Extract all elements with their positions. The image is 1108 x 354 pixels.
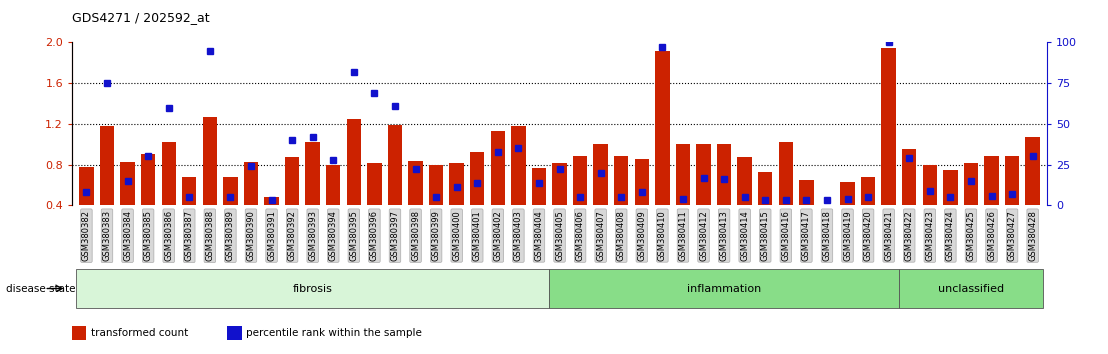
Bar xyxy=(429,165,443,205)
Bar xyxy=(882,47,896,205)
Bar xyxy=(265,197,279,205)
Bar xyxy=(676,144,690,205)
Text: unclassified: unclassified xyxy=(937,284,1004,293)
Bar xyxy=(984,156,998,205)
Text: inflammation: inflammation xyxy=(687,284,761,293)
Bar xyxy=(779,142,793,205)
Bar xyxy=(223,177,237,205)
Bar xyxy=(409,161,423,205)
Bar xyxy=(964,162,978,205)
Bar xyxy=(635,159,649,205)
Bar xyxy=(470,152,484,205)
Bar xyxy=(511,126,525,205)
Bar xyxy=(899,269,1043,308)
Text: disease state: disease state xyxy=(6,284,75,293)
Bar xyxy=(717,144,731,205)
Bar xyxy=(367,162,381,205)
Bar xyxy=(227,326,242,340)
Text: transformed count: transformed count xyxy=(91,328,188,338)
Bar xyxy=(573,156,587,205)
Bar xyxy=(121,161,135,205)
Text: percentile rank within the sample: percentile rank within the sample xyxy=(246,328,422,338)
Bar xyxy=(306,142,320,205)
Bar xyxy=(820,205,834,207)
Bar xyxy=(1005,156,1019,205)
Bar xyxy=(655,51,669,205)
Bar xyxy=(347,119,361,205)
Bar xyxy=(799,180,813,205)
Bar xyxy=(450,162,464,205)
Bar xyxy=(182,177,196,205)
Bar xyxy=(79,167,93,205)
Bar xyxy=(72,326,86,340)
Text: fibrosis: fibrosis xyxy=(293,284,332,293)
Bar xyxy=(491,131,505,205)
Bar xyxy=(100,126,114,205)
Bar xyxy=(553,162,566,205)
Bar xyxy=(840,182,854,205)
Bar xyxy=(614,156,628,205)
Bar xyxy=(285,158,299,205)
Bar xyxy=(244,161,258,205)
Bar xyxy=(758,172,772,205)
Bar xyxy=(861,177,875,205)
Bar xyxy=(738,158,752,205)
Bar xyxy=(326,165,340,205)
Bar xyxy=(594,144,608,205)
Bar xyxy=(162,142,176,205)
Bar xyxy=(141,154,155,205)
Bar xyxy=(923,165,937,205)
Bar xyxy=(388,125,402,205)
Bar xyxy=(696,144,710,205)
Bar xyxy=(1026,137,1040,205)
Bar xyxy=(943,170,957,205)
Text: GDS4271 / 202592_at: GDS4271 / 202592_at xyxy=(72,11,209,24)
Bar xyxy=(532,168,546,205)
Bar xyxy=(203,117,217,205)
Bar xyxy=(902,149,916,205)
Bar xyxy=(550,269,899,308)
Bar xyxy=(76,269,550,308)
